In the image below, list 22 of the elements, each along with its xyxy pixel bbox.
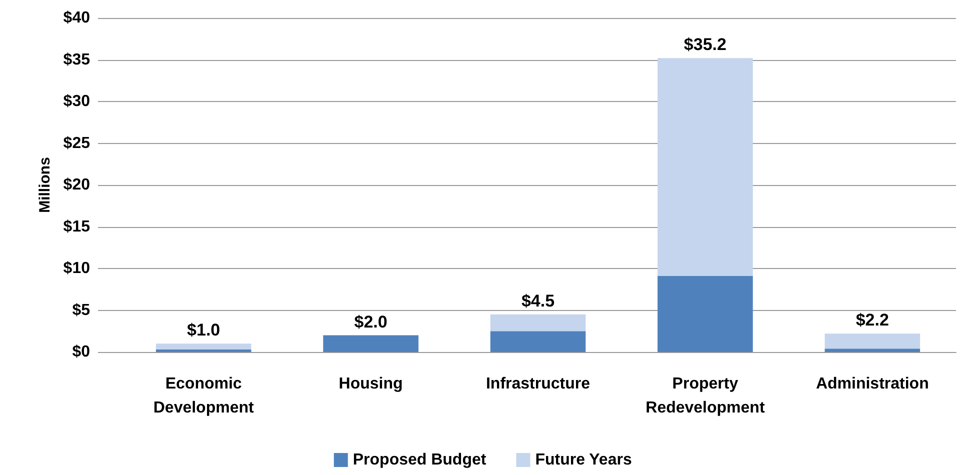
x-tick-label: Administration [816,376,929,392]
total-label: $35.2 [684,35,726,54]
total-label: $1.0 [187,320,220,340]
total-label: $2.0 [354,312,388,332]
total-label: $4.5 [521,291,555,310]
y-tick-label: $5 [72,302,90,319]
y-tick-label: $20 [63,176,90,194]
x-tick-label: Property Redevelopment [646,376,766,416]
y-tick-label: $10 [63,260,90,277]
y-tick-label: $0 [72,344,90,360]
y-tick-label: $30 [63,93,90,110]
y-tick-label: $40 [63,10,90,26]
y-axis-title: Millions [36,157,54,213]
y-tick-label: $15 [63,218,90,236]
y-tick-label: $25 [63,134,90,152]
y-tick-label: $35 [63,51,90,68]
legend-label: Proposed Budget [352,452,487,468]
x-tick-label: Infrastructure [486,376,590,392]
x-tick-label: Housing [338,376,403,392]
x-tick-label: Economic Development [153,376,255,416]
legend-label: Future Years [535,452,632,468]
total-label: $2.2 [856,310,889,330]
